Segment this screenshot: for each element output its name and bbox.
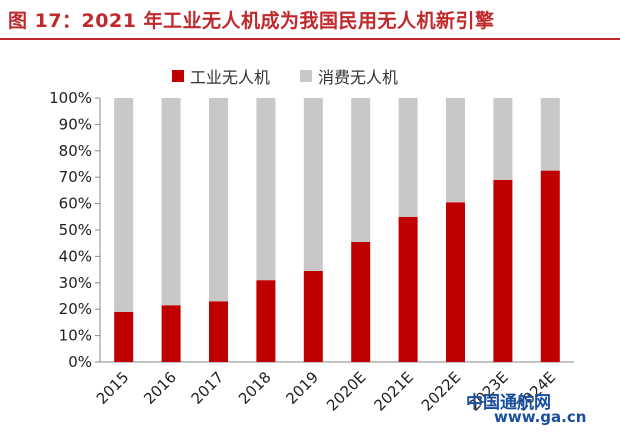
bar-industrial [114,311,134,362]
legend-swatch-industrial [172,70,184,82]
y-tick-label: 50% [59,221,92,239]
bar-industrial [540,170,560,362]
watermark-text: 中国通航网 [466,393,551,413]
bar-consumer [209,98,228,302]
legend-label-industrial: 工业无人机 [190,68,271,87]
legend-item-industrial: 工业无人机 [172,64,270,88]
y-tick-label: 100% [49,89,92,107]
y-tick-label: 20% [59,300,92,318]
bar-consumer [161,98,181,306]
bar-consumer [493,98,513,180]
bar-industrial [351,241,371,362]
x-tick-label: 2022E [418,368,464,414]
bar-industrial [256,280,276,362]
bar-industrial [303,270,323,362]
bar-industrial [161,305,181,362]
bar-consumer [351,98,371,242]
y-tick-label: 80% [59,142,92,160]
legend-item-consumer: 消费无人机 [300,64,398,88]
x-tick-label: 2016 [140,368,180,408]
bar-consumer [540,98,560,171]
y-tick-label: 40% [59,247,92,265]
watermark-url: www.ga.cn [494,408,587,426]
legend-swatch-consumer [300,70,313,82]
watermark: 中国通航网 www.ga.cn [466,384,616,428]
title-underline [0,38,620,40]
y-tick-label: 60% [59,195,92,213]
x-tick-label: 2020E [323,368,369,414]
y-tick-label: 0% [68,353,92,371]
y-tick-label: 90% [59,115,92,133]
bar-industrial [446,202,465,362]
y-tick-label: 10% [59,327,92,345]
x-tick-label: 2018 [235,368,275,408]
bar-consumer [114,98,134,312]
legend-label-consumer: 消费无人机 [318,68,399,87]
x-tick-label: 2021E [371,368,417,414]
x-tick-label: 2017 [188,368,228,408]
bar-consumer [398,98,418,217]
bar-consumer [303,98,323,271]
bar-consumer [446,98,465,203]
legend: 工业无人机 消费无人机 [172,64,428,88]
y-tick-label: 70% [59,168,92,186]
bar-industrial [209,301,228,362]
bar-industrial [398,216,418,362]
x-tick-label: 2015 [93,368,133,408]
x-tick-label: 2019 [282,368,322,408]
chart-title: 图 17：2021 年工业无人机成为我国民用无人机新引擎 [8,10,495,32]
y-tick-label: 30% [59,274,92,292]
bar-consumer [256,98,276,281]
bar-industrial [493,179,513,362]
